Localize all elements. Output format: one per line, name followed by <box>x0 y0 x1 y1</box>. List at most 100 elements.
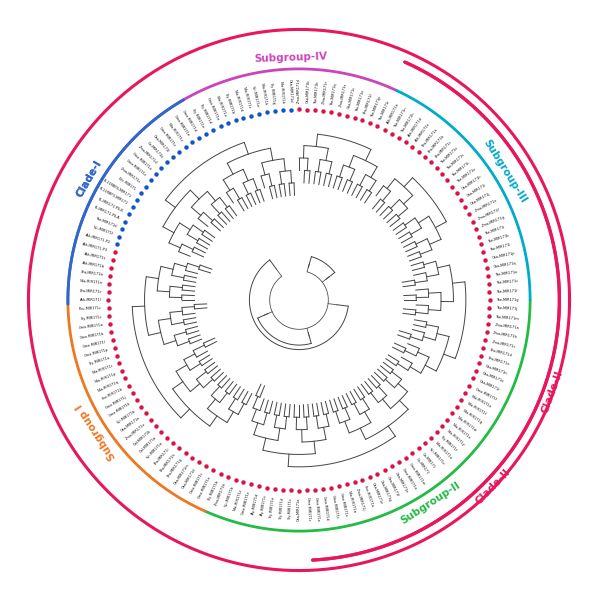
Text: Fve-MIR171b: Fve-MIR171b <box>102 387 124 401</box>
Text: Gma-MIR171j: Gma-MIR171j <box>105 394 128 410</box>
Text: Osa-MIR171e: Osa-MIR171e <box>393 471 408 494</box>
Text: Ath-MIR171c: Ath-MIR171c <box>84 252 106 260</box>
Text: Subgroup-II: Subgroup-II <box>399 480 463 526</box>
Text: Zma-MIR171c: Zma-MIR171c <box>120 167 142 184</box>
Text: Tae-MIR171j: Tae-MIR171j <box>496 307 517 311</box>
Text: Gma-MIR171d: Gma-MIR171d <box>181 110 197 133</box>
Text: Nta-MIR171a: Nta-MIR171a <box>347 490 356 514</box>
Text: Sly-MIR171a: Sly-MIR171a <box>89 356 111 366</box>
Text: Zma-MIR171r: Zma-MIR171r <box>322 80 329 104</box>
Text: Ath-MIR171-P2: Ath-MIR171-P2 <box>85 233 111 244</box>
Text: Sly-MIR171f: Sly-MIR171f <box>440 435 458 452</box>
Text: Zma-MIR171s: Zma-MIR171s <box>338 83 347 107</box>
Text: Zma-MIR171c: Zma-MIR171c <box>492 340 516 349</box>
Text: Gma-MIR171e: Gma-MIR171e <box>173 115 190 137</box>
Text: Vvi-MIR171a: Vvi-MIR171a <box>146 441 164 460</box>
Text: Bra-MIR171e: Bra-MIR171e <box>487 356 510 367</box>
Text: Zma-MIR171g: Zma-MIR171g <box>481 215 506 228</box>
Text: Osa-MIR171f: Osa-MIR171f <box>152 134 170 153</box>
Text: Vvi-MIR171b: Vvi-MIR171b <box>224 485 235 508</box>
Text: Gma-MIR171o: Gma-MIR171o <box>206 97 219 121</box>
Text: Bra-MIR171i: Bra-MIR171i <box>153 447 170 466</box>
Text: Cal-MIR171b: Cal-MIR171b <box>133 429 152 446</box>
Text: Subgroup I: Subgroup I <box>74 402 118 462</box>
Text: Zma-MIR171e: Zma-MIR171e <box>125 422 147 441</box>
Text: Sly-MIR171e: Sly-MIR171e <box>190 107 205 129</box>
Text: Nta-MIR171y: Nta-MIR171y <box>446 429 466 447</box>
Text: Osa-MIR171i: Osa-MIR171i <box>466 183 487 198</box>
Text: Bra-MIR171f: Bra-MIR171f <box>363 93 374 115</box>
Text: Osa-MIR171d: Osa-MIR171d <box>182 467 197 489</box>
Text: Vvi-MIR171f: Vvi-MIR171f <box>92 226 114 236</box>
Text: Vvi-MIR171e: Vvi-MIR171e <box>251 85 260 107</box>
Text: Gma-MIR171c: Gma-MIR171c <box>158 126 176 148</box>
Text: Nta-MIR171e: Nta-MIR171e <box>470 394 492 409</box>
Text: Tae-MIR171b: Tae-MIR171b <box>314 81 320 104</box>
Text: Tae-MIR171o: Tae-MIR171o <box>440 146 459 165</box>
Text: Nta-MIR171n: Nta-MIR171n <box>80 280 103 285</box>
Text: Gma-MIR171r: Gma-MIR171r <box>189 471 205 494</box>
Text: Sly-MIR171c: Sly-MIR171c <box>81 315 103 320</box>
Text: Ca-MIR171: Ca-MIR171 <box>422 452 437 470</box>
Text: Ath-MIR171b: Ath-MIR171b <box>82 261 105 269</box>
Text: Ath-MIR171d: Ath-MIR171d <box>408 116 424 137</box>
Text: Bra-MIR171d: Bra-MIR171d <box>489 348 512 358</box>
Text: Tae-MIR171a: Tae-MIR171a <box>495 270 517 277</box>
Text: Sly-MIR171d: Sly-MIR171d <box>279 496 284 519</box>
Text: Gma-MIR171m: Gma-MIR171m <box>408 463 426 487</box>
Text: Nta-MIR171z: Nta-MIR171z <box>233 488 243 511</box>
Text: Co-MIR171: Co-MIR171 <box>414 457 429 475</box>
Text: Vvi-MIR171c: Vvi-MIR171c <box>428 447 446 466</box>
Text: Osa-MIR171g: Osa-MIR171g <box>379 479 392 502</box>
Text: Gma-MIR171s: Gma-MIR171s <box>338 493 347 517</box>
Text: Clade-II: Clade-II <box>540 369 565 415</box>
Text: Sly-MIR171b: Sly-MIR171b <box>224 92 235 115</box>
Text: Bra-MIR171b: Bra-MIR171b <box>81 270 103 277</box>
Text: FL11RBP3-MIR171: FL11RBP3-MIR171 <box>97 187 128 206</box>
Text: Nta-MIR171o: Nta-MIR171o <box>215 95 227 118</box>
Text: Tae-MIR171u: Tae-MIR171u <box>456 168 477 184</box>
Text: Osa-MIR171h: Osa-MIR171h <box>461 175 483 191</box>
Text: Sly-MIR171b: Sly-MIR171b <box>207 479 219 501</box>
Text: Osa-MIR171p: Osa-MIR171p <box>492 251 515 260</box>
Text: Clade-I: Clade-I <box>75 158 103 199</box>
Text: Gma-MIR171o: Gma-MIR171o <box>197 475 212 499</box>
Text: Aly-MIR171d: Aly-MIR171d <box>251 493 260 515</box>
Text: Nta-MIR171v: Nta-MIR171v <box>166 122 184 143</box>
Text: Sly-MIR171d: Sly-MIR171d <box>199 103 212 125</box>
Text: Tae-MIR171h: Tae-MIR171h <box>401 112 416 133</box>
Text: Tae-MIR171n: Tae-MIR171n <box>393 107 408 129</box>
Text: Bra-MIR171g: Bra-MIR171g <box>167 457 184 478</box>
Text: Osa-MIR171r: Osa-MIR171r <box>478 379 501 392</box>
Text: Osa-MIR171q: Osa-MIR171q <box>493 261 517 269</box>
Text: Gma-MIR171e: Gma-MIR171e <box>314 496 320 521</box>
Text: Zma-MIR171b: Zma-MIR171b <box>493 331 518 340</box>
Text: Co-MIR171b: Co-MIR171b <box>146 140 164 159</box>
Text: Nta-MIR171q: Nta-MIR171q <box>97 379 120 392</box>
Text: Zma-MIR171e: Zma-MIR171e <box>474 199 498 213</box>
Text: Bra-MIR171c: Bra-MIR171c <box>434 140 453 159</box>
Text: FL11RBP4-MIR171: FL11RBP4-MIR171 <box>102 178 132 198</box>
Text: Nta-MIR171p: Nta-MIR171p <box>94 372 117 384</box>
Text: Nta-MIR171k: Nta-MIR171k <box>260 83 268 106</box>
Text: Zma-MIR171b: Zma-MIR171b <box>214 482 227 507</box>
Text: Nta-MIR171g: Nta-MIR171g <box>461 409 483 425</box>
Text: Gma-MIR171c: Gma-MIR171c <box>306 497 310 522</box>
Text: Nta-MIR171f: Nta-MIR171f <box>466 402 487 416</box>
Text: Osa-MIR171m: Osa-MIR171m <box>173 463 190 485</box>
Text: Tae-MIR171q: Tae-MIR171q <box>330 83 338 106</box>
Text: FL-MIR171-PS-B: FL-MIR171-PS-B <box>97 197 124 213</box>
Text: Osa-MIR171n: Osa-MIR171n <box>484 364 508 376</box>
Text: Edc-MIR171: Edc-MIR171 <box>117 176 137 191</box>
Text: Bra-MIR171c: Bra-MIR171c <box>80 289 102 293</box>
Text: Tae-MIR171g: Tae-MIR171g <box>496 298 519 302</box>
Text: Bra-MIR171b: Bra-MIR171b <box>428 134 446 153</box>
Text: Osa-MIR171f: Osa-MIR171f <box>386 475 399 497</box>
Text: Clade-II: Clade-II <box>474 467 512 507</box>
Text: Sly-MIR171g: Sly-MIR171g <box>269 82 276 104</box>
Text: Clade-I: Clade-I <box>75 158 103 199</box>
Text: Zma-MIR171d: Zma-MIR171d <box>138 145 158 165</box>
Text: Gma-MIR171z: Gma-MIR171z <box>241 490 251 515</box>
Text: Tae-MIR171c: Tae-MIR171c <box>495 280 518 285</box>
Text: Gma-MIR171l: Gma-MIR171l <box>83 340 106 349</box>
